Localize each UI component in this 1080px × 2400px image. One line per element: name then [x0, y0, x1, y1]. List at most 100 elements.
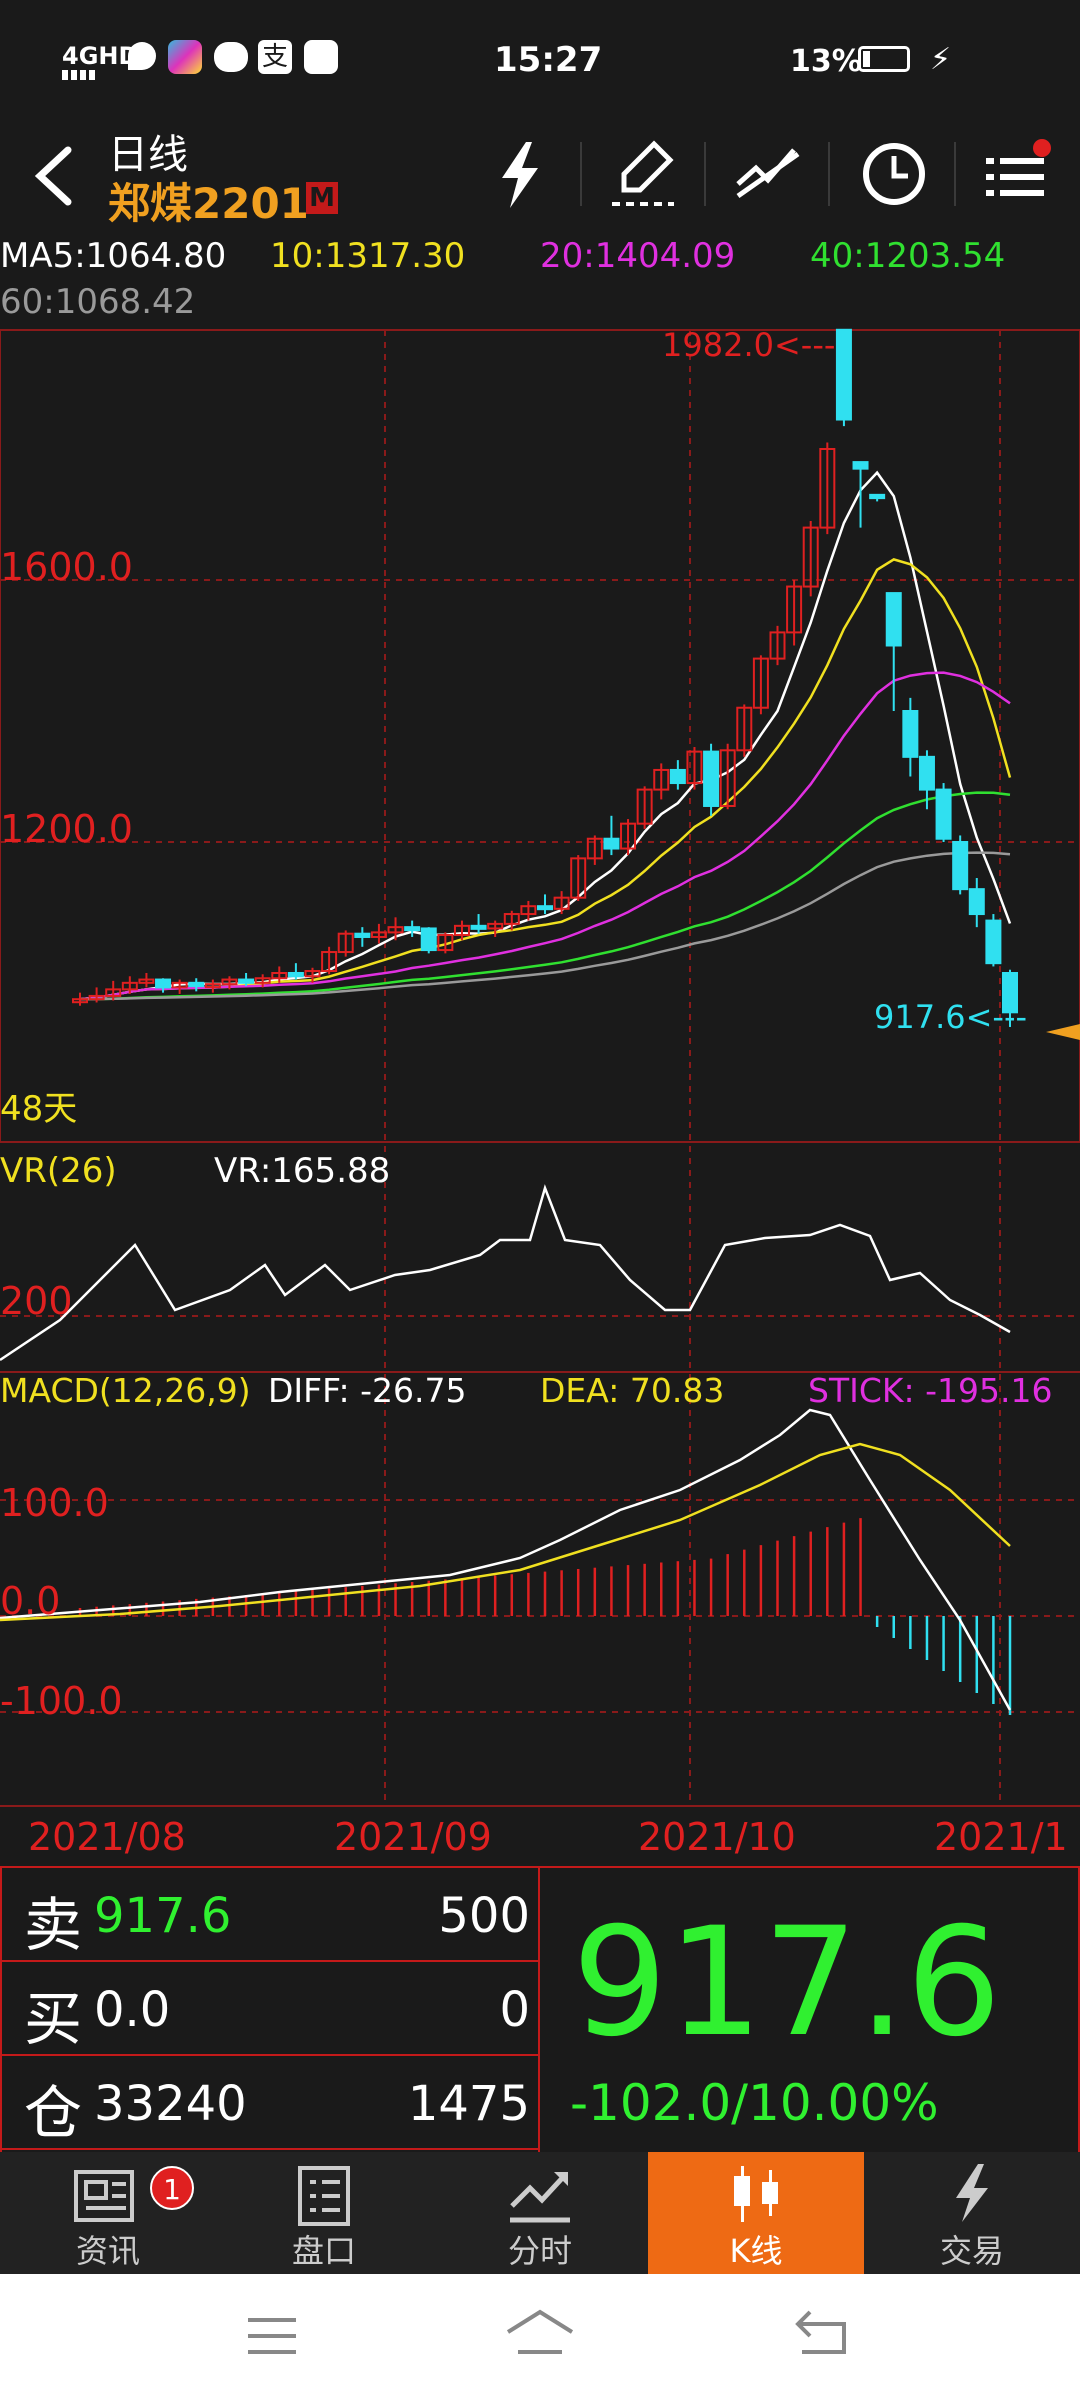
candle-body — [570, 857, 587, 899]
symbol-name[interactable]: 郑煤2201 — [108, 179, 309, 228]
candle-body — [420, 927, 437, 952]
sell-row[interactable]: 卖 917.6 500 — [2, 1868, 538, 1962]
price-pointer-icon — [1046, 1024, 1080, 1040]
buy-qty: 0 — [499, 1982, 530, 2038]
x-label-sep: 2021/09 — [334, 1815, 492, 1859]
candle-body — [686, 750, 703, 785]
candle-body — [470, 924, 487, 930]
candle-body — [752, 657, 769, 709]
candle-body — [603, 837, 620, 850]
macd-dea: DEA: 70.83 — [540, 1371, 724, 1410]
candle-body — [669, 768, 686, 785]
candle-body — [354, 932, 371, 938]
back-icon[interactable] — [24, 136, 84, 216]
period-label[interactable]: 日线 — [108, 132, 188, 178]
candle-body — [487, 922, 504, 930]
x-label-nov: 2021/1 — [934, 1815, 1068, 1859]
sell-price: 917.6 — [94, 1888, 232, 1944]
last-price-box[interactable]: 917.6 -102.0/10.00% — [538, 1866, 1080, 2156]
recent-apps-icon[interactable] — [244, 2312, 300, 2362]
candle-body — [404, 926, 421, 932]
kline-chart[interactable]: 1600.0 1200.0 1982.0<--- 917.6<--- 48天 V… — [0, 320, 1080, 1866]
candle-body — [968, 888, 985, 916]
signal-icon — [62, 70, 110, 80]
buy-price: 0.0 — [94, 1982, 171, 2038]
nav-news[interactable]: 1 资讯 — [0, 2152, 216, 2274]
candle-body — [221, 978, 238, 986]
candle-body — [204, 983, 221, 989]
candle-body — [869, 493, 886, 500]
candle-body — [304, 970, 321, 978]
alipay-icon: 支 — [258, 40, 292, 74]
nav-orderbook-label: 盘口 — [291, 2232, 356, 2270]
wechat-icon — [214, 42, 248, 72]
macd-panel — [0, 1408, 1012, 1715]
ma-lines — [79, 470, 1012, 1001]
draw-icon[interactable] — [604, 134, 684, 214]
sell-qty: 500 — [438, 1888, 530, 1944]
candle-body — [254, 977, 271, 984]
lightning-icon[interactable] — [480, 134, 560, 214]
ma60-line — [79, 851, 1011, 1001]
ma40-value: 40:1203.54 — [810, 236, 1006, 276]
open-interest-row: 仓 33240 1475 — [2, 2056, 538, 2150]
candle-body — [287, 972, 304, 978]
chart-grid — [0, 329, 1080, 1807]
bottom-nav: 1 资讯 盘口 分时 K线 交易 — [0, 2152, 1080, 2274]
macd-diff: DIFF: -26.75 — [268, 1371, 467, 1410]
macd-y-neg100: -100.0 — [0, 1679, 123, 1723]
vr-line — [0, 1184, 1011, 1362]
days-label: 48天 — [0, 1089, 77, 1129]
divider — [704, 142, 706, 206]
candles — [72, 328, 1018, 1027]
market-badge: M — [306, 182, 338, 214]
back-nav-icon[interactable] — [792, 2308, 852, 2362]
candle-body — [736, 706, 753, 752]
nav-news-label: 资讯 — [75, 2232, 140, 2270]
vr-title: VR(26) — [0, 1151, 117, 1191]
nav-trade[interactable]: 交易 — [864, 2152, 1080, 2274]
candle-body — [321, 951, 338, 973]
candle-body — [155, 978, 172, 989]
nav-orderbook[interactable]: 盘口 — [216, 2152, 432, 2274]
candle-body — [503, 913, 520, 925]
quote-panel: 卖 917.6 500 买 0.0 0 仓 33240 1475 917.6 -… — [0, 1866, 1080, 2156]
candle-body — [769, 631, 786, 660]
last-price: 917.6 — [572, 1896, 1002, 2070]
clock-icon[interactable] — [854, 134, 934, 214]
candle-body — [885, 592, 902, 647]
candle-body — [88, 994, 105, 1001]
nav-intraday[interactable]: 分时 — [432, 2152, 648, 2274]
battery-percent: 13% — [790, 44, 862, 79]
candle-body — [653, 768, 670, 791]
app-header: 日线 郑煤2201 M — [0, 118, 1080, 230]
candle-body — [952, 841, 969, 891]
x-label-oct: 2021/10 — [638, 1815, 796, 1859]
candle-body — [171, 981, 188, 989]
nav-kline[interactable]: K线 — [648, 2152, 864, 2274]
candle-body — [586, 837, 603, 860]
main-frame — [0, 329, 1080, 1143]
buy-label: 买 — [24, 1985, 83, 2053]
network-indicator: 4GHD — [62, 42, 139, 70]
candle-body — [703, 750, 720, 807]
trend-tool-icon[interactable] — [728, 134, 808, 214]
candle-body — [105, 988, 122, 997]
home-icon[interactable] — [504, 2306, 576, 2362]
candle-body — [453, 924, 470, 937]
candle-body — [437, 934, 454, 952]
candle-body — [238, 978, 255, 984]
vr-value: VR:165.88 — [214, 1151, 390, 1191]
candle-body — [985, 919, 1002, 965]
divider — [580, 142, 582, 206]
ma5-value: MA5:1064.80 — [0, 236, 227, 276]
candle-body — [1002, 972, 1018, 1014]
candle-body — [337, 932, 354, 954]
buy-row[interactable]: 买 0.0 0 — [2, 1962, 538, 2056]
low-marker: 917.6<--- — [874, 998, 1027, 1036]
app-icon — [168, 40, 202, 74]
menu-icon[interactable] — [978, 134, 1058, 214]
macd-diff-line — [0, 1408, 1012, 1711]
oi-change: 1475 — [407, 2076, 530, 2132]
candle-body — [620, 822, 637, 850]
